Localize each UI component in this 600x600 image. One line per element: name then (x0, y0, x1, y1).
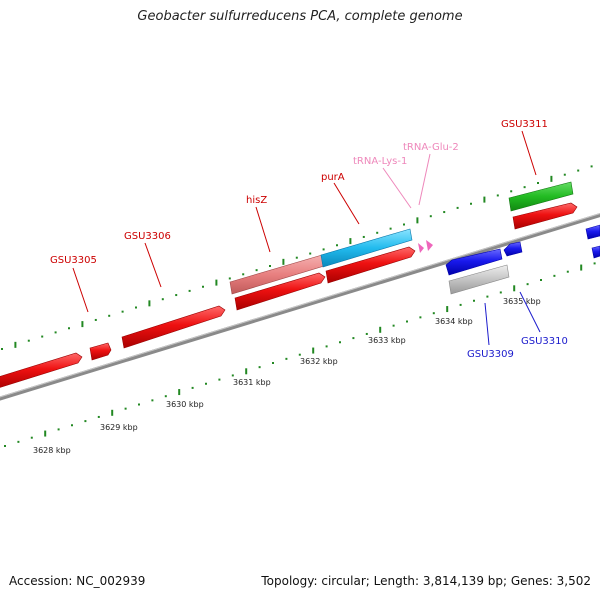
accession-text: Accession: NC_002939 (9, 574, 146, 588)
label-gsu3305: GSU3305 (50, 255, 97, 266)
gene-gsu3309-arrow[interactable] (445, 248, 503, 276)
kbp-label-3633: 3633 kbp (368, 336, 406, 345)
leader-trna-lys (382, 167, 412, 209)
trna-lys-marker[interactable] (418, 243, 424, 253)
leader-gsu3310 (519, 291, 541, 333)
gene-gsu3306-arrow[interactable] (121, 305, 226, 349)
label-gsu3306: GSU3306 (124, 231, 171, 242)
genome-summary-text: Topology: circular; Length: 3,814,139 bp… (261, 574, 591, 588)
kbp-label-3628: 3628 kbp (33, 446, 71, 455)
gene-hisz-lower-arrow[interactable] (234, 272, 326, 311)
leader-trna-glu (418, 153, 431, 206)
gene-gsu3310-arrow[interactable] (503, 241, 523, 257)
label-hisz: hisZ (246, 195, 267, 206)
kbp-label-3634: 3634 kbp (435, 317, 473, 326)
genome-backbone-highlight (0, 213, 600, 398)
gene-gray-bar[interactable] (448, 264, 510, 295)
gene-gsu3311-green-bar[interactable] (508, 181, 574, 212)
kbp-label-3630: 3630 kbp (166, 400, 204, 409)
gene-pura-bar[interactable] (320, 228, 413, 268)
gene-small-red-block[interactable] (89, 342, 112, 361)
gene-right-edge-blue-bottom[interactable] (591, 245, 600, 259)
leader-pura (333, 182, 360, 225)
label-trna-lys: tRNA-Lys-1 (353, 156, 407, 167)
kbp-label-3635: 3635 kbp (503, 297, 541, 306)
label-gsu3311: GSU3311 (501, 119, 548, 130)
kbp-label-3631: 3631 kbp (233, 378, 271, 387)
gene-right-edge-blue-top[interactable] (585, 224, 600, 240)
kbp-label-3629: 3629 kbp (100, 423, 138, 432)
leader-gsu3311 (521, 130, 537, 176)
leader-gsu3309 (484, 302, 490, 346)
label-gsu3309: GSU3309 (467, 349, 514, 360)
label-pura: purA (321, 172, 345, 183)
forward-tick-track (1, 165, 593, 350)
label-trna-glu: tRNA-Glu-2 (403, 142, 459, 153)
genome-backbone (0, 212, 600, 401)
kbp-label-3632: 3632 kbp (300, 357, 338, 366)
gene-pura-lower-arrow[interactable] (325, 246, 416, 284)
leader-hisz (255, 206, 271, 253)
label-gsu3310: GSU3310 (521, 336, 568, 347)
gene-gsu3311-lower-arrow[interactable] (512, 202, 578, 230)
genome-title: Geobacter sulfurreducens PCA, complete g… (137, 9, 463, 24)
leader-gsu3306 (144, 242, 162, 288)
gene-gsu3305-arrow[interactable] (0, 352, 83, 389)
trna-glu-marker[interactable] (426, 240, 433, 251)
leader-gsu3305 (72, 267, 89, 313)
reverse-tick-track (4, 262, 596, 447)
